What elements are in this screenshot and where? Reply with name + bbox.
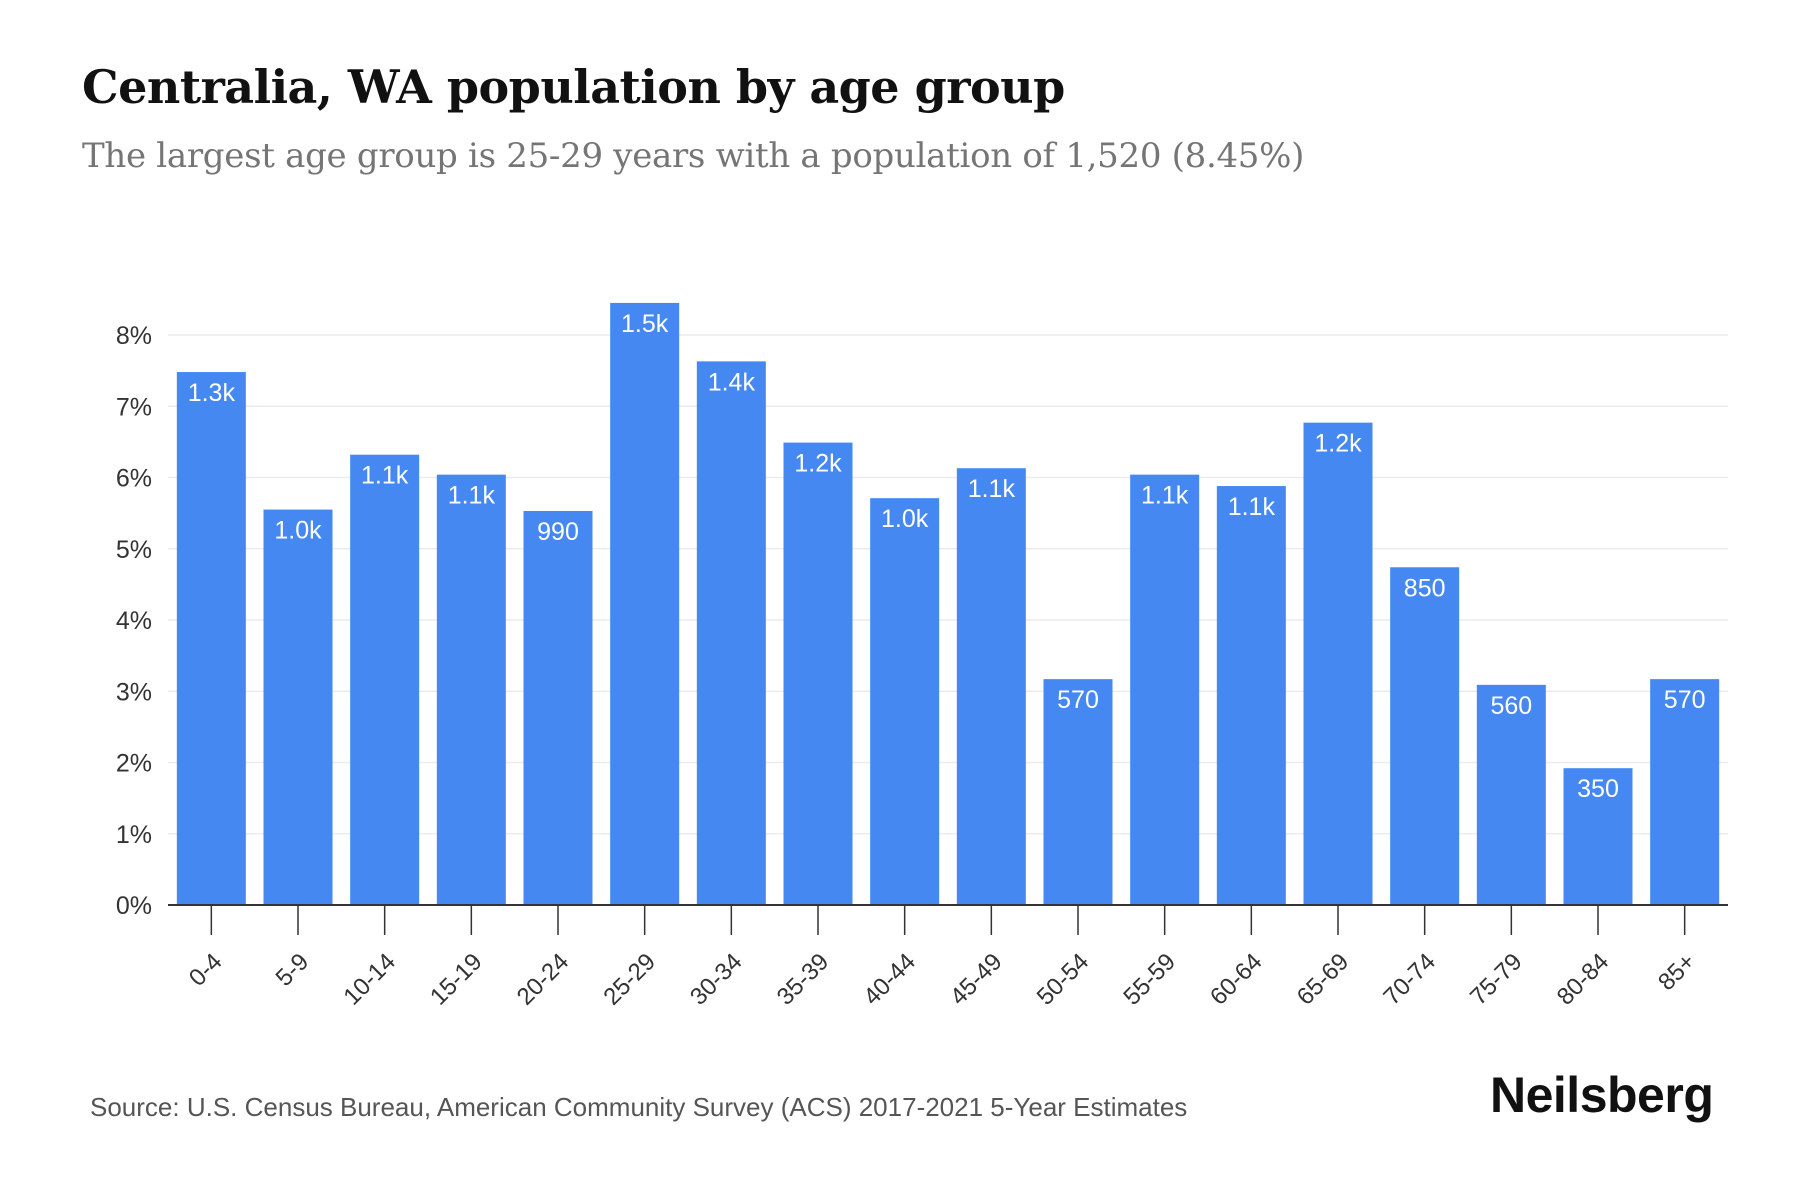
y-tick-label: 4%: [116, 607, 152, 635]
x-tick-label: 20-24: [512, 948, 575, 1011]
bar-value-label: 350: [1577, 775, 1619, 803]
source-note: Source: U.S. Census Bureau, American Com…: [90, 1092, 1188, 1122]
bar-value-label: 570: [1664, 686, 1706, 714]
bar: [1390, 567, 1460, 905]
x-tick-label: 40-44: [858, 948, 921, 1011]
bar-value-label: 570: [1057, 686, 1099, 714]
bar-value-label: 990: [537, 518, 579, 546]
x-tick-label: 75-79: [1465, 948, 1528, 1011]
bar: [1216, 486, 1286, 905]
y-axis-ticks: 0% 1% 2% 3% 4% 5% 6% 7% 8%: [116, 322, 152, 920]
bar: [1303, 422, 1373, 905]
bar-value-label: 1.2k: [1314, 430, 1362, 458]
x-tick-label: 85+: [1653, 948, 1701, 996]
y-tick-label: 3%: [116, 678, 152, 706]
bar: [176, 372, 246, 905]
x-tick-label: 10-14: [338, 948, 401, 1011]
bar: [696, 361, 766, 905]
bar-value-label: 1.1k: [1228, 493, 1276, 521]
bar-value-label: 1.1k: [448, 482, 496, 510]
bar: [436, 474, 506, 905]
x-tick-label: 70-74: [1378, 948, 1441, 1011]
bar: [870, 498, 940, 905]
bar-value-label: 1.1k: [361, 462, 409, 490]
y-tick-label: 8%: [116, 322, 152, 350]
bar-value-label: 560: [1490, 692, 1532, 720]
bar-value-label: 1.0k: [274, 517, 322, 545]
bar: [610, 302, 680, 905]
y-tick-label: 6%: [116, 465, 152, 493]
chart-title: Centralia, WA population by age group: [82, 60, 1065, 114]
bar: [783, 442, 853, 905]
x-tick-label: 35-39: [772, 948, 835, 1011]
x-tick-label: 15-19: [425, 948, 488, 1011]
bar-value-label: 1.2k: [794, 450, 842, 478]
x-tick-label: 65-69: [1292, 948, 1355, 1011]
x-tick-label: 60-64: [1205, 948, 1268, 1011]
bar-value-label: 1.1k: [968, 475, 1016, 503]
bar-value-label: 1.5k: [621, 310, 669, 338]
y-tick-label: 7%: [116, 393, 152, 421]
bar: [1043, 679, 1113, 905]
bar-value-label: 850: [1404, 574, 1446, 602]
bar: [1130, 474, 1200, 905]
bars: [176, 302, 1720, 905]
x-tick-label: 80-84: [1552, 948, 1615, 1011]
bar-value-label: 1.0k: [881, 505, 929, 533]
y-tick-label: 2%: [116, 750, 152, 778]
bar: [1476, 684, 1546, 905]
x-axis-ticks: 0-4 5-9 10-14 15-19 20-24 25-29 30-34 35-39 40-4…: [184, 905, 1701, 1011]
bar-value-label: 1.1k: [1141, 482, 1189, 510]
bar: [1563, 768, 1633, 905]
y-tick-label: 1%: [116, 821, 152, 849]
brand-logo: Neilsberg: [1490, 1067, 1714, 1123]
bar: [1650, 679, 1720, 905]
y-tick-label: 5%: [116, 536, 152, 564]
chart-subtitle: The largest age group is 25-29 years wit…: [82, 136, 1305, 176]
bar-value-label: 1.3k: [188, 379, 236, 407]
grid-lines: [168, 334, 1728, 835]
y-tick-label: 0%: [116, 892, 152, 920]
x-tick-label: 5-9: [271, 948, 315, 992]
x-tick-label: 0-4: [184, 948, 228, 992]
bar: [350, 454, 420, 905]
bar-value-labels: 1.3k 1.0k 1.1k 1.1k 990 1.5k 1.4k 1.2k 1.0k 1.1k 5…: [188, 310, 1706, 803]
x-tick-label: 50-54: [1032, 948, 1095, 1011]
bar: [956, 468, 1026, 905]
bar: [263, 509, 333, 905]
bar-value-label: 1.4k: [708, 368, 756, 396]
x-tick-label: 25-29: [598, 948, 661, 1011]
x-tick-label: 45-49: [945, 948, 1008, 1011]
bar: [523, 510, 593, 905]
x-tick-label: 55-59: [1118, 948, 1181, 1011]
x-tick-label: 30-34: [685, 948, 748, 1011]
